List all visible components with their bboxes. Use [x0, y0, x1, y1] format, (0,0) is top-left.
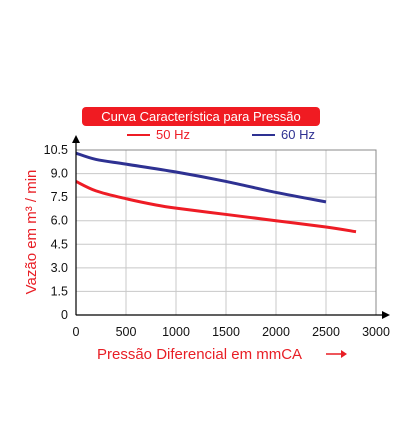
y-axis-arrow-icon — [72, 135, 80, 143]
x-tick-labels: 0 500 1000 1500 2000 2500 3000 — [73, 325, 390, 339]
chart-title-banner — [82, 107, 320, 126]
series-line-50hz — [75, 180, 357, 234]
x-tick-label: 0 — [73, 325, 80, 339]
y-tick-label: 10.5 — [44, 143, 68, 157]
x-tick-label: 2000 — [262, 325, 290, 339]
series-layer — [75, 151, 357, 234]
y-tick-label: 9.0 — [51, 167, 68, 181]
y-tick-label: 4.5 — [51, 237, 68, 251]
legend: 50 Hz 60 Hz — [127, 127, 315, 142]
legend-label-50hz: 50 Hz — [156, 127, 190, 142]
series-line-60hz — [75, 151, 327, 204]
x-axis-arrow-icon — [382, 311, 390, 319]
legend-label-60hz: 60 Hz — [281, 127, 315, 142]
y-tick-label: 1.5 — [51, 284, 68, 298]
y-tick-labels: 0 1.5 3.0 4.5 6.0 7.5 9.0 10.5 — [44, 143, 68, 322]
y-tick-label: 3.0 — [51, 261, 68, 275]
y-tick-label: 7.5 — [51, 190, 68, 204]
y-tick-label: 6.0 — [51, 214, 68, 228]
grid-lines — [76, 150, 376, 315]
chart-title: Curva Característica para Pressão — [101, 109, 300, 124]
x-axis-title: Pressão Diferencial em mmCA — [97, 346, 302, 363]
x-tick-label: 1500 — [212, 325, 240, 339]
x-tick-label: 3000 — [362, 325, 390, 339]
x-tick-label: 2500 — [312, 325, 340, 339]
x-tick-label: 500 — [116, 325, 137, 339]
y-axis-title: Vazão em m³ / min — [23, 170, 40, 295]
x-title-arrowhead-icon — [341, 350, 347, 358]
axes — [72, 135, 390, 319]
x-tick-label: 1000 — [162, 325, 190, 339]
y-tick-label: 0 — [61, 308, 68, 322]
